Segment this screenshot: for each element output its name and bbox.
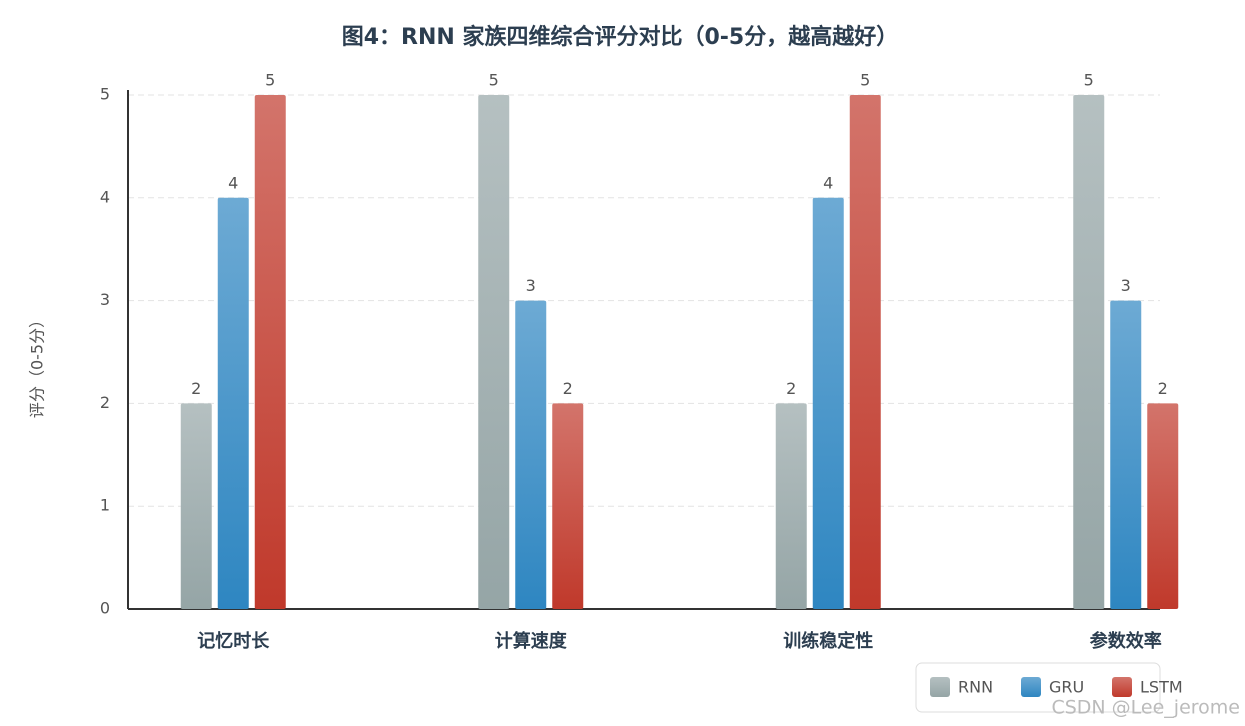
bar bbox=[254, 95, 286, 609]
data-label: 2 bbox=[563, 379, 573, 398]
bar bbox=[515, 300, 547, 609]
data-label: 5 bbox=[860, 71, 870, 90]
y-tick-label: 3 bbox=[100, 290, 110, 309]
data-label: 5 bbox=[1084, 71, 1094, 90]
legend-label: RNN bbox=[958, 678, 993, 697]
data-label: 3 bbox=[1121, 276, 1131, 295]
y-tick-label: 0 bbox=[100, 599, 110, 618]
data-label: 2 bbox=[786, 379, 796, 398]
data-label: 4 bbox=[228, 173, 238, 192]
bar bbox=[180, 403, 212, 609]
bar bbox=[812, 197, 844, 610]
legend-swatch bbox=[1021, 677, 1041, 697]
legend-swatch bbox=[1112, 677, 1132, 697]
y-tick-label: 5 bbox=[100, 85, 110, 104]
x-tick-label: 计算速度 bbox=[495, 630, 568, 652]
data-label: 2 bbox=[1158, 379, 1168, 398]
x-tick-label: 记忆时长 bbox=[197, 630, 270, 652]
chart-title: 图4：RNN 家族四维综合评分对比（0-5分，越高越好） bbox=[342, 24, 898, 50]
legend-label: LSTM bbox=[1140, 678, 1183, 697]
y-tick-label: 1 bbox=[100, 496, 110, 515]
bar bbox=[552, 403, 584, 609]
legend-label: GRU bbox=[1049, 678, 1084, 697]
bar bbox=[1147, 403, 1179, 609]
legend-swatch bbox=[930, 677, 950, 697]
bar bbox=[849, 95, 881, 609]
y-tick-label: 4 bbox=[100, 187, 110, 206]
bar bbox=[478, 95, 510, 609]
y-axis-label: 评分（0-5分） bbox=[28, 312, 47, 418]
x-tick-label: 参数效率 bbox=[1090, 630, 1162, 652]
bar bbox=[775, 403, 807, 609]
x-tick-label: 训练稳定性 bbox=[783, 630, 873, 652]
data-label: 5 bbox=[489, 71, 499, 90]
watermark: CSDN @Lee_jerome bbox=[1051, 697, 1240, 719]
data-label: 4 bbox=[823, 173, 833, 192]
data-label: 5 bbox=[265, 71, 275, 90]
data-label: 2 bbox=[191, 379, 201, 398]
data-label: 3 bbox=[526, 276, 536, 295]
y-tick-label: 2 bbox=[100, 393, 110, 412]
bar bbox=[217, 197, 249, 610]
bar bbox=[1073, 95, 1105, 609]
bar bbox=[1110, 300, 1142, 609]
